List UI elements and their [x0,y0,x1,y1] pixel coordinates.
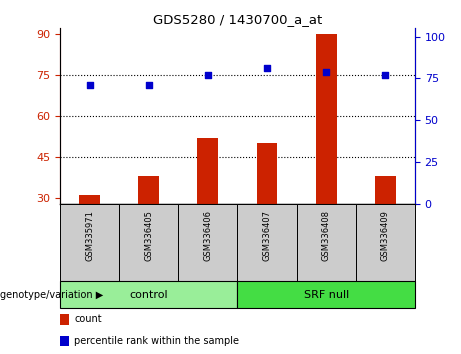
Text: SRF null: SRF null [303,290,349,300]
Point [382,72,389,78]
Point [86,82,93,88]
Bar [237,281,415,308]
Bar [60,204,119,281]
Text: count: count [74,314,102,325]
Bar [316,34,337,204]
Text: genotype/variation ▶: genotype/variation ▶ [0,290,103,300]
Text: GSM336405: GSM336405 [144,210,153,261]
Bar [237,204,296,281]
Text: GSM335971: GSM335971 [85,210,94,261]
Bar [178,204,237,281]
Bar [79,195,100,204]
Text: GSM336407: GSM336407 [262,210,272,261]
Title: GDS5280 / 1430700_a_at: GDS5280 / 1430700_a_at [153,13,322,26]
Point [322,69,330,75]
Bar [60,281,237,308]
Bar [60,314,69,325]
Text: control: control [130,290,168,300]
Text: GSM336409: GSM336409 [381,210,390,261]
Point [145,82,152,88]
Bar [197,138,218,204]
Bar [257,143,278,204]
Bar [296,204,356,281]
Bar [375,176,396,204]
Bar [119,204,178,281]
Text: percentile rank within the sample: percentile rank within the sample [74,336,239,346]
Point [263,65,271,71]
Point [204,72,212,78]
Bar [356,204,415,281]
Text: GSM336406: GSM336406 [203,210,213,261]
Bar [60,336,69,346]
Bar [138,176,159,204]
Text: GSM336408: GSM336408 [322,210,331,261]
